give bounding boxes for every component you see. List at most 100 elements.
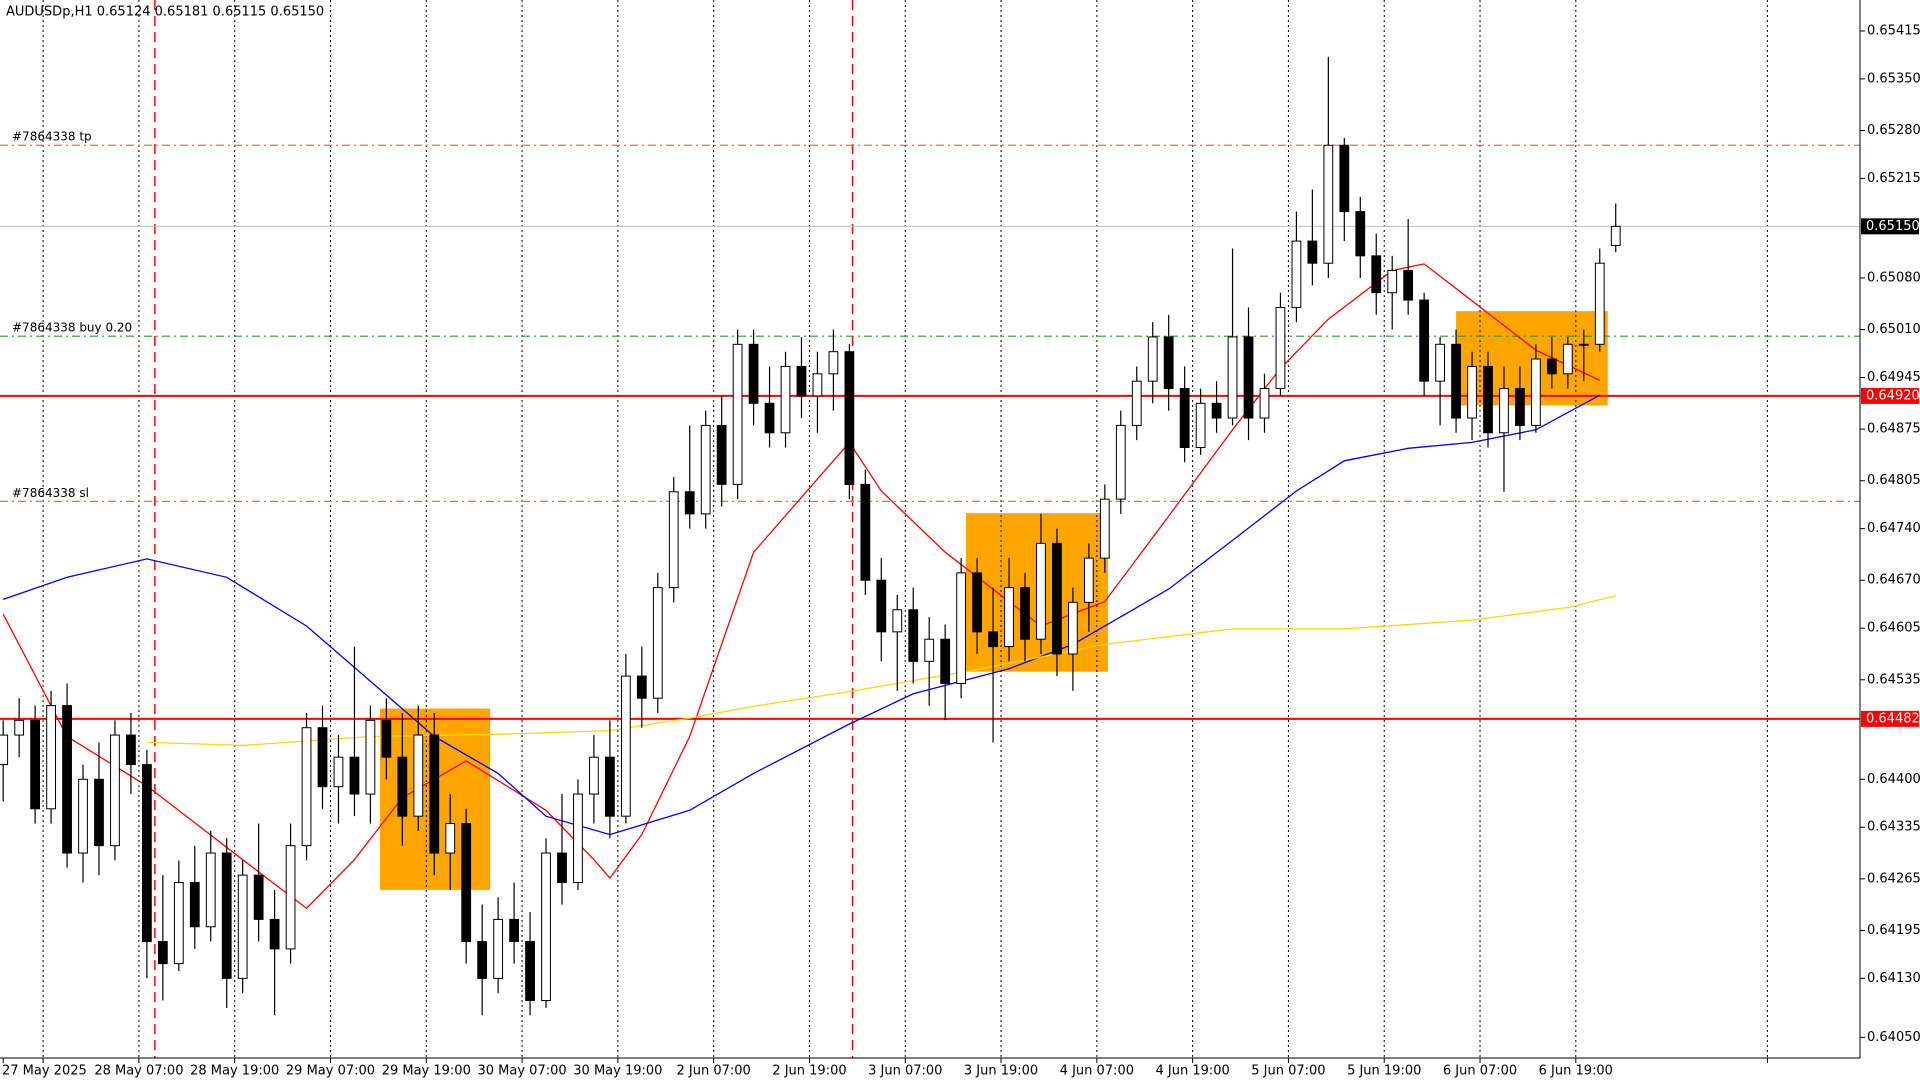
x-tick-label: 29 May 19:00 [382,1064,471,1079]
y-tick-label: 0.64605 [1867,621,1920,636]
candle-body [589,756,599,795]
price-tag-label: 0.64482 [1866,711,1920,726]
candle-body [1435,343,1445,382]
candle-body [716,424,727,485]
candle-body [1147,336,1158,382]
candle-body [1259,388,1270,419]
candle-body [1531,358,1541,426]
candle-body [1020,587,1030,640]
candle-body [1227,336,1238,419]
candle-body [525,941,535,1001]
candle-body [764,402,775,434]
candle-body [349,756,360,795]
candle-body [924,638,935,662]
candle-body [221,852,232,979]
candle-body [1083,557,1094,603]
candle-body [157,941,168,965]
candle-body [988,631,998,648]
candle-body [844,351,855,485]
candle-body [1291,240,1302,308]
candle-body [141,764,152,943]
candle-body [652,587,663,699]
candle-body [700,424,711,515]
y-tick-label: 0.64130 [1867,971,1920,986]
candle-body [1323,144,1334,264]
candle-body [461,823,472,943]
y-tick-label: 0.64265 [1867,871,1920,886]
x-tick-label: 3 Jun 19:00 [964,1064,1038,1079]
y-tick-label: 0.64740 [1867,521,1920,536]
y-tick-label: 0.64195 [1867,923,1920,938]
candle-body [796,365,807,397]
candle-body [1578,343,1589,346]
candle-body [269,918,280,950]
price-tag-label: 0.64920 [1866,388,1920,403]
order-label: #7864338 tp [12,130,92,144]
x-tick-label: 5 Jun 19:00 [1347,1064,1421,1079]
candle-body [1515,388,1525,426]
candle-body [748,343,759,404]
x-tick-label: 2 Jun 07:00 [677,1064,751,1079]
candle-body [1403,270,1414,301]
candle-body [1499,388,1509,434]
candle-body [110,734,120,847]
candle-body [1179,388,1190,449]
candle-body [940,638,951,684]
candle-body [78,778,88,854]
candle-body [828,351,839,375]
candle-body [1339,144,1350,213]
candle-body [477,941,488,979]
axis-panel [0,1058,1920,1080]
y-tick-label: 0.64050 [1867,1030,1920,1045]
candle-body [365,719,376,795]
candle-body [908,609,919,662]
candle-body [1195,402,1206,449]
candle-body [557,852,567,884]
candle-body [1483,365,1493,434]
x-tick-label: 30 May 19:00 [573,1064,662,1079]
candle-body [1562,343,1573,375]
candle-body [732,343,743,485]
moving-average [146,595,1616,747]
x-tick-label: 2 Jun 19:00 [772,1064,846,1079]
y-tick-label: 0.64400 [1867,772,1920,787]
candle-body [429,734,440,854]
candle-body [1355,211,1366,257]
y-tick-label: 0.64535 [1867,672,1920,687]
price-tag [1861,387,1919,404]
x-tick-label: 6 Jun 19:00 [1539,1064,1613,1079]
x-tick-label: 4 Jun 07:00 [1060,1064,1134,1079]
x-tick-label: 4 Jun 19:00 [1155,1064,1229,1079]
x-tick-label: 6 Jun 07:00 [1443,1064,1517,1079]
candle-body [1004,587,1014,648]
x-tick-label: 28 May 07:00 [94,1064,183,1079]
candle-body [1594,262,1605,345]
y-tick-label: 0.65080 [1867,270,1920,285]
candle-body [1419,299,1430,382]
candle-body [285,845,296,950]
order-label: #7864338 buy 0.20 [12,321,132,335]
candle-body [1115,424,1126,500]
y-tick-label: 0.65215 [1867,171,1920,186]
candle-body [876,579,887,633]
candle-body [892,609,903,633]
candle-body [1451,343,1461,419]
y-tick-label: 0.64670 [1867,573,1920,588]
y-tick-label: 0.64335 [1867,820,1920,835]
candle-body [413,734,424,817]
y-tick-label: 0.64805 [1867,473,1920,488]
candle-body [173,882,184,965]
candle-body [636,675,647,699]
candle-body [972,572,982,633]
candle-body [189,882,200,928]
candle-body [1307,240,1318,264]
candle-body [1371,255,1382,294]
x-tick-label: 29 May 07:00 [286,1064,375,1079]
x-tick-label: 30 May 07:00 [477,1064,566,1079]
candle-body [1546,358,1557,375]
candle-body [1211,402,1222,419]
candle-body [1099,498,1110,559]
candle-body [684,491,695,515]
order-label: #7864338 sl [12,486,89,500]
